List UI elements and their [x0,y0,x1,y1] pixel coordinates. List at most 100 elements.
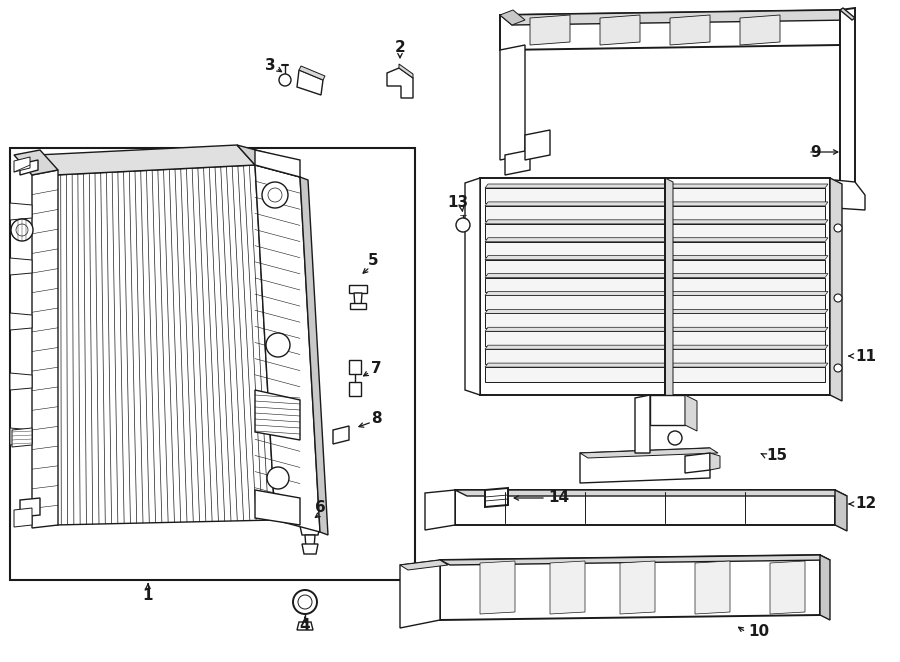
Polygon shape [485,188,825,203]
Circle shape [834,294,842,302]
Circle shape [11,219,33,241]
Polygon shape [505,150,530,175]
Polygon shape [665,178,673,399]
Polygon shape [485,291,828,295]
Polygon shape [685,395,697,431]
Polygon shape [740,15,780,45]
Polygon shape [302,544,318,554]
Polygon shape [440,555,830,565]
Text: 6: 6 [315,500,326,516]
Polygon shape [10,258,32,275]
Polygon shape [354,293,362,307]
Polygon shape [37,145,255,175]
Polygon shape [349,285,367,293]
Polygon shape [333,426,349,444]
Circle shape [279,74,291,86]
Polygon shape [580,448,718,458]
Polygon shape [305,535,315,548]
Polygon shape [650,395,685,425]
Text: 9: 9 [810,144,821,160]
Circle shape [268,188,282,202]
Polygon shape [485,224,825,239]
Polygon shape [485,273,828,277]
Polygon shape [485,349,825,364]
Polygon shape [300,177,328,535]
Polygon shape [485,295,825,310]
Polygon shape [399,64,413,78]
Text: 2: 2 [394,40,405,54]
Polygon shape [55,165,275,525]
Polygon shape [635,395,650,453]
Polygon shape [14,508,32,527]
Circle shape [668,431,682,445]
Text: 13: 13 [447,195,469,209]
Polygon shape [485,260,825,275]
Text: 11: 11 [855,348,876,363]
Polygon shape [485,488,508,507]
Polygon shape [485,184,828,188]
Circle shape [266,333,290,357]
Polygon shape [299,66,325,80]
Polygon shape [349,360,361,374]
Circle shape [834,364,842,372]
Circle shape [293,590,317,614]
Polygon shape [297,622,313,630]
Polygon shape [480,561,515,614]
Polygon shape [465,178,480,395]
Circle shape [298,595,312,609]
Polygon shape [387,68,413,98]
Text: 4: 4 [300,618,310,632]
Polygon shape [237,145,300,177]
Text: 8: 8 [371,410,382,426]
Polygon shape [455,490,835,525]
Circle shape [834,224,842,232]
Polygon shape [255,390,300,440]
Polygon shape [485,327,828,331]
Polygon shape [32,170,58,528]
Polygon shape [835,490,847,531]
Polygon shape [10,313,32,330]
Text: 10: 10 [748,624,770,639]
Circle shape [16,224,28,236]
Polygon shape [600,15,640,45]
Circle shape [267,467,289,489]
Polygon shape [530,15,570,45]
Polygon shape [485,367,825,382]
Polygon shape [255,490,300,525]
Polygon shape [835,180,865,210]
Text: 7: 7 [371,361,382,375]
Polygon shape [400,560,448,570]
Polygon shape [12,428,32,447]
Polygon shape [485,309,828,313]
Polygon shape [500,10,525,25]
Polygon shape [525,130,550,160]
Polygon shape [300,526,320,535]
Polygon shape [485,238,828,242]
Circle shape [262,182,288,208]
Polygon shape [485,363,828,367]
Polygon shape [20,498,40,517]
Polygon shape [485,331,825,346]
Polygon shape [770,561,805,614]
Polygon shape [500,10,852,25]
Polygon shape [10,203,32,220]
Polygon shape [620,561,655,614]
Polygon shape [480,178,830,395]
Polygon shape [485,313,825,328]
Polygon shape [10,428,32,445]
Polygon shape [400,560,440,628]
Polygon shape [297,70,323,95]
Polygon shape [840,8,855,185]
Polygon shape [440,555,820,620]
Polygon shape [349,382,361,396]
Polygon shape [695,561,730,614]
Polygon shape [10,148,415,580]
Polygon shape [840,8,855,20]
Text: 14: 14 [548,491,569,506]
Polygon shape [455,490,847,496]
Text: 15: 15 [766,448,788,463]
Polygon shape [425,490,455,530]
Polygon shape [550,561,585,614]
Text: 5: 5 [368,252,378,267]
Polygon shape [500,45,525,160]
